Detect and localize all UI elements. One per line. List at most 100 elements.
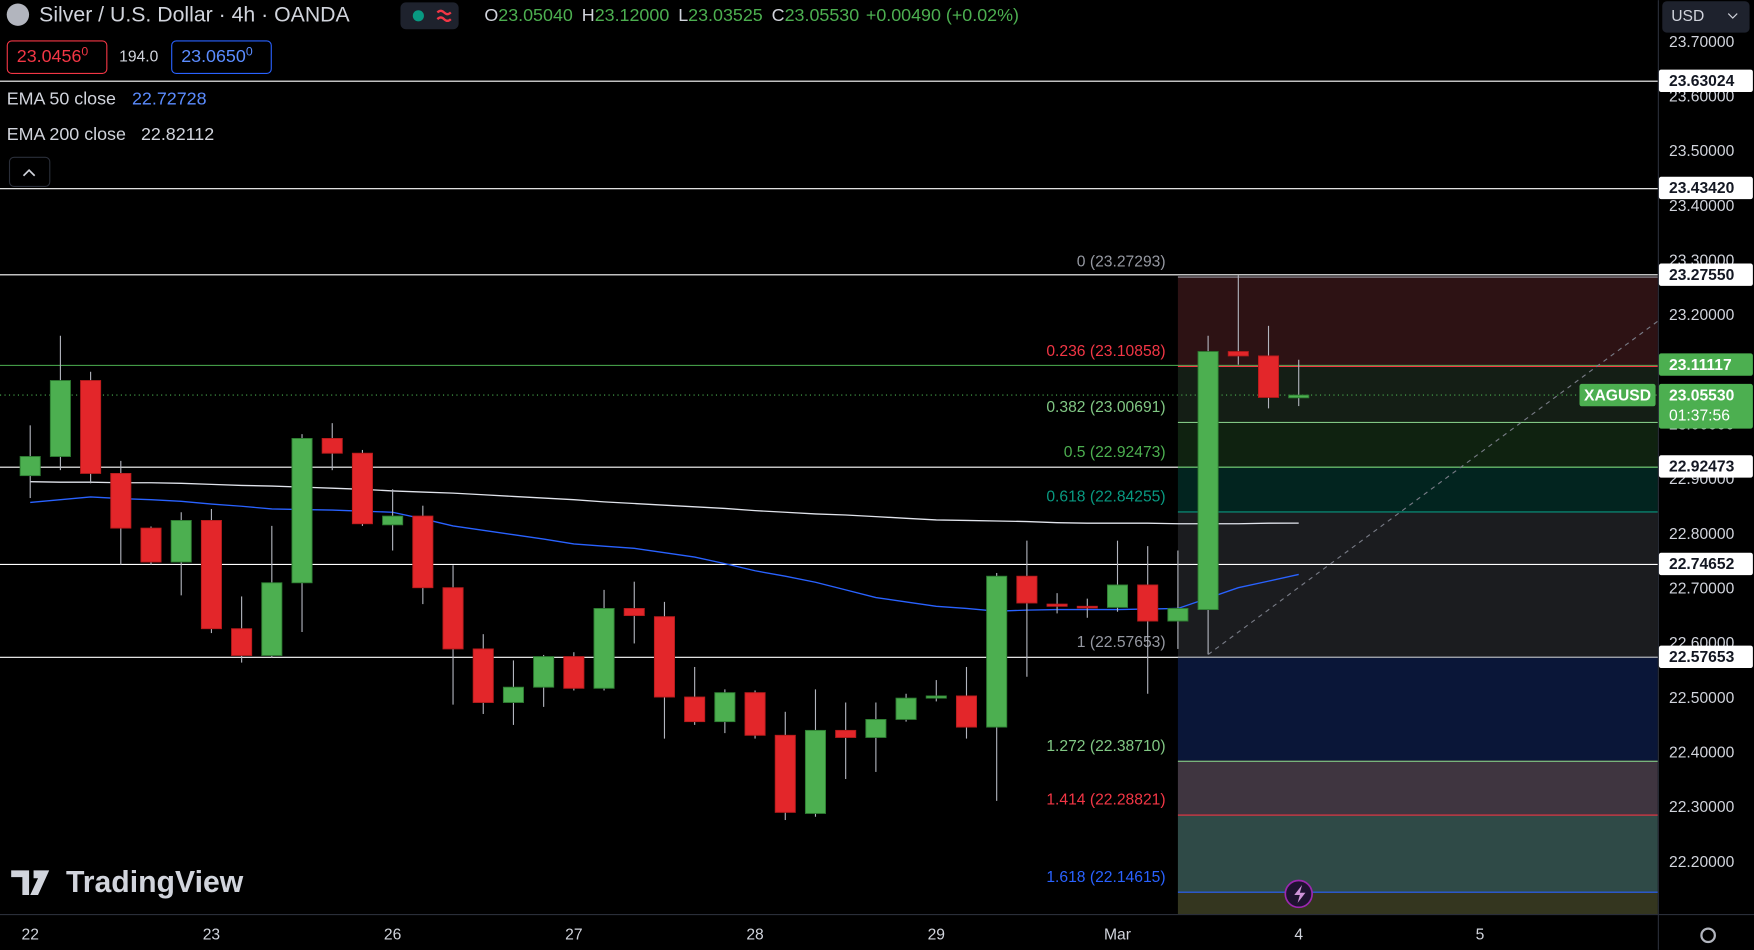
x-tick-label: 26 [384,926,402,943]
price-tag-label: 23.27550 [1669,267,1735,284]
price-tag-label: 23.11117 [1669,357,1732,374]
candle-body [231,628,253,656]
fib-label: 1.272 (22.38710) [1046,738,1165,755]
candle-body [291,438,313,584]
fib-label: 0.236 (23.10858) [1046,343,1165,360]
ohlc-value: 23.05040 [498,5,573,25]
price-tag-label: 23.63024 [1669,73,1735,90]
buy-button[interactable] [171,40,272,74]
x-tick-label: 4 [1294,926,1303,943]
symbol-tag-label: XAGUSD [1584,387,1651,404]
brand: TradingView [66,866,244,899]
price-tag [1658,455,1753,478]
candle-body [1046,603,1068,607]
fib-band [1177,276,1658,366]
price-tag-label: 22.92473 [1669,459,1735,476]
candle-body [1106,584,1129,608]
y-tick-label: 23.40000 [1669,198,1735,215]
fib-band [1177,421,1658,467]
candle-body [110,472,132,529]
ema-line [30,480,1299,525]
y-tick-label: 22.50000 [1669,690,1735,707]
candle-body [200,520,222,630]
candle-body [865,718,887,738]
price-tag [1658,263,1753,286]
ask-value: 23.0650 [181,46,246,66]
price-tag [1658,353,1753,376]
candle-body [684,696,706,723]
symbol-title: Silver / U.S. Dollar · 4h · OANDA [39,2,350,26]
settings-icon[interactable] [1700,927,1716,944]
price-tag-label: 22.57653 [1669,649,1735,666]
candle-body [623,608,645,617]
x-tick-label: 27 [565,926,582,943]
candle-body [774,734,796,813]
candle-body [955,695,978,728]
candle-body [1076,605,1098,609]
candle-body [1227,351,1249,357]
fib-band [1177,892,1658,915]
candle-body [533,656,555,688]
price-tag-label: 23.43420 [1669,180,1735,197]
symbol-tag [1579,383,1656,407]
candle-body [925,695,947,699]
candle-body [502,686,524,703]
ohlc-value: 23.03525 [688,5,763,25]
ask: 23.06500 [181,45,253,66]
currency-button[interactable] [1662,1,1750,33]
candle-body [261,582,283,656]
price-tag [1658,69,1753,92]
fib-band [1177,511,1658,657]
bid-value: 23.0456 [17,46,82,66]
candle-body [744,692,766,736]
fib-band [1177,656,1658,761]
candle-body [80,380,102,474]
fib-label: 0.5 (22.92473) [1064,444,1166,461]
legend-value: 22.82112 [141,124,214,144]
candle-body [351,452,373,525]
countdown: 01:37:56 [1669,408,1730,425]
candle-body [412,515,434,589]
brand-logo [11,870,50,896]
ohlc: O23.05040 H23.12000 L23.03525 C23.05530 +0.0… [484,5,1019,25]
candle-body [49,380,71,457]
legend-name: EMA 200 close [7,124,126,144]
last-price-label: 23.05530 [1669,387,1735,404]
y-tick-label: 22.20000 [1669,854,1735,871]
candle-body [1167,608,1189,622]
fib-band [1177,365,1658,422]
candle-body [382,515,404,526]
candle-body [1016,575,1038,604]
x-tick-label: 28 [746,926,764,943]
candle-body [593,608,615,689]
fib-band [1177,760,1658,815]
bid: 23.04560 [17,45,89,66]
status-pill[interactable] [400,2,459,30]
fib-label: 0.618 (22.84255) [1046,489,1165,506]
candle-body [986,575,1008,728]
x-tick-label: 22 [21,926,38,943]
legend-value: 22.72728 [132,88,207,108]
chevron [22,168,36,177]
ohlc-value: 23.12000 [595,5,670,25]
sell-button[interactable] [6,40,108,74]
fib-label: 0 (23.27293) [1077,254,1166,271]
candle-body [835,729,857,738]
x-tick-label: 29 [928,926,945,943]
candle-body [140,527,162,563]
trend-line [1207,320,1659,655]
candle-body [442,587,464,650]
ask-sup: 0 [246,45,253,59]
x-tick-label: 23 [203,926,221,943]
y-tick-label: 22.70000 [1669,580,1735,597]
ohlc-label: L [678,5,688,25]
delay-icon [436,9,452,22]
candle-body [472,648,494,703]
fib-label: 1.414 (22.28821) [1046,792,1165,809]
candle-body [1197,351,1219,611]
fib-band [1177,466,1658,512]
dropdown-chevron [1727,13,1738,19]
ohlc-value: 23.05530 [785,5,860,25]
plot: 0 (23.27293) 0.236 (23.10858) 0.382 (23.00… [0,80,1658,915]
